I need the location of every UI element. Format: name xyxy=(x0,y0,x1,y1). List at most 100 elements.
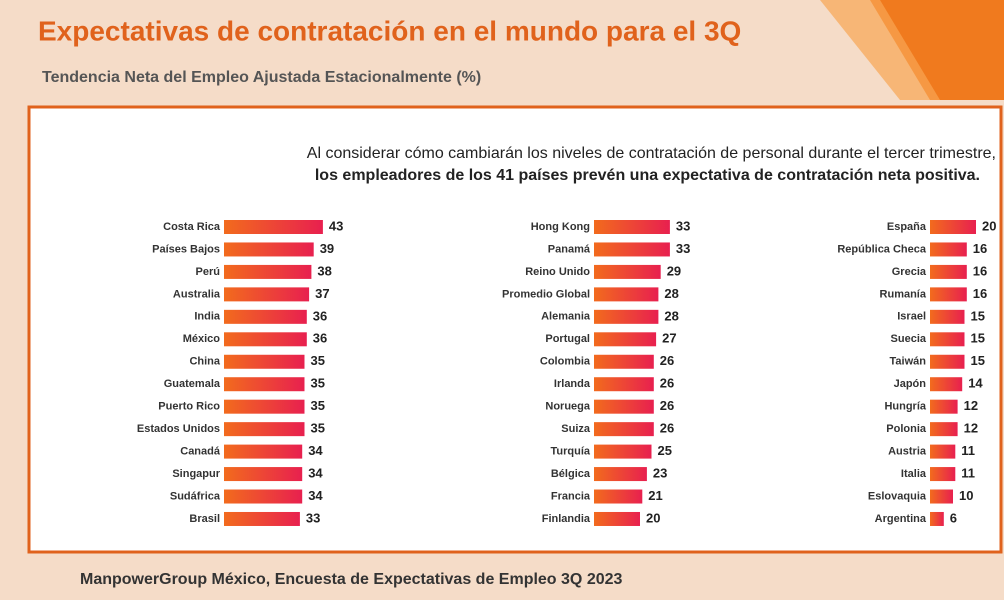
bar xyxy=(594,399,654,414)
value-label: 21 xyxy=(648,488,662,503)
category-label: Singapur xyxy=(172,468,220,480)
bar xyxy=(224,242,314,257)
value-label: 37 xyxy=(315,286,329,301)
value-label: 35 xyxy=(311,376,325,391)
value-label: 16 xyxy=(973,263,987,278)
category-label: Brasil xyxy=(189,513,220,525)
category-label: Panamá xyxy=(548,243,591,255)
value-label: 16 xyxy=(973,286,987,301)
panel xyxy=(27,105,1003,554)
value-label: 20 xyxy=(982,218,996,233)
category-label: Australia xyxy=(173,288,221,300)
bar xyxy=(930,309,965,324)
bar xyxy=(594,309,659,324)
category-label: Israel xyxy=(897,311,926,323)
category-label: Alemania xyxy=(541,311,591,323)
value-label: 28 xyxy=(664,308,678,323)
value-label: 15 xyxy=(971,331,985,346)
bar xyxy=(224,309,307,324)
category-label: Colombia xyxy=(540,356,591,368)
bar xyxy=(224,422,305,437)
category-label: Países Bajos xyxy=(152,243,220,255)
bar xyxy=(224,332,307,347)
value-label: 28 xyxy=(664,286,678,301)
value-label: 23 xyxy=(653,465,667,480)
category-label: Eslovaquia xyxy=(868,490,927,502)
bar xyxy=(594,287,659,302)
bar xyxy=(930,444,956,459)
value-label: 38 xyxy=(317,263,331,278)
value-label: 35 xyxy=(311,421,325,436)
bar xyxy=(930,242,967,257)
category-label: Suiza xyxy=(561,423,591,435)
category-label: Japón xyxy=(894,378,927,390)
intro-text: Al considerar cómo cambiarán los niveles… xyxy=(307,145,996,162)
value-label: 33 xyxy=(306,510,320,525)
value-label: 20 xyxy=(646,510,660,525)
category-label: Puerto Rico xyxy=(158,401,220,413)
category-label: Sudáfrica xyxy=(170,490,221,502)
bar xyxy=(224,354,305,369)
bar xyxy=(930,220,976,234)
category-label: Francia xyxy=(551,490,591,502)
bar xyxy=(930,511,944,526)
bar xyxy=(594,489,643,504)
category-label: Noruega xyxy=(545,401,591,413)
category-label: Hong Kong xyxy=(531,221,590,233)
category-label: Estados Unidos xyxy=(137,423,220,435)
bar xyxy=(594,242,670,257)
category-label: Turquía xyxy=(550,446,590,458)
bar xyxy=(594,444,652,459)
category-label: Hungría xyxy=(884,401,926,413)
bar xyxy=(224,220,323,234)
bar xyxy=(930,399,958,414)
bar xyxy=(594,377,654,392)
value-label: 43 xyxy=(329,218,343,233)
bar xyxy=(594,467,647,482)
value-label: 11 xyxy=(961,443,975,458)
category-label: Promedio Global xyxy=(502,288,590,300)
bar xyxy=(930,467,956,482)
value-label: 34 xyxy=(308,443,323,458)
bar xyxy=(594,422,654,437)
category-label: Polonia xyxy=(886,423,927,435)
decoration xyxy=(820,0,940,100)
bar xyxy=(930,287,967,302)
category-label: Suecia xyxy=(891,333,927,345)
bar xyxy=(930,354,965,369)
value-label: 10 xyxy=(959,488,973,503)
title: Expectativas de contratación en el mundo… xyxy=(38,15,741,46)
bar xyxy=(224,399,305,414)
value-label: 16 xyxy=(973,241,987,256)
bar xyxy=(930,264,967,279)
bar xyxy=(224,489,303,504)
value-label: 33 xyxy=(676,241,690,256)
bar xyxy=(930,377,963,392)
value-label: 26 xyxy=(660,421,674,436)
value-label: 33 xyxy=(676,218,690,233)
value-label: 12 xyxy=(964,421,978,436)
value-label: 34 xyxy=(308,465,323,480)
value-label: 35 xyxy=(311,398,325,413)
value-label: 39 xyxy=(320,241,334,256)
bar xyxy=(224,287,310,302)
value-label: 29 xyxy=(667,263,681,278)
category-label: Portugal xyxy=(545,333,590,345)
value-label: 25 xyxy=(658,443,672,458)
bar xyxy=(594,354,654,369)
value-label: 15 xyxy=(971,308,985,323)
bar xyxy=(594,332,657,347)
value-label: 26 xyxy=(660,376,674,391)
category-label: Irlanda xyxy=(554,378,591,390)
bar xyxy=(594,220,670,234)
category-label: China xyxy=(189,356,220,368)
category-label: Austria xyxy=(888,446,927,458)
value-label: 12 xyxy=(964,398,978,413)
bar xyxy=(594,264,661,279)
value-label: 36 xyxy=(313,308,327,323)
footer: ManpowerGroup México, Encuesta de Expect… xyxy=(80,571,623,588)
category-label: India xyxy=(194,311,221,323)
category-label: Canadá xyxy=(180,446,221,458)
category-label: Costa Rica xyxy=(163,221,221,233)
